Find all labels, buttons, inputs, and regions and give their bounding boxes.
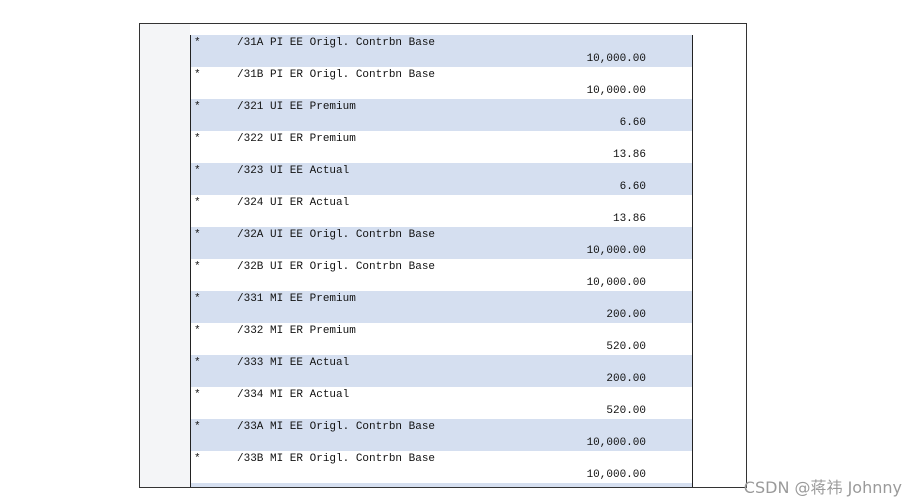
row-amount-line: 6.60: [191, 179, 692, 195]
row-label: /31A PI EE Origl. Contrbn Base: [237, 37, 436, 49]
row-marker: *: [194, 37, 201, 49]
row-marker: *: [194, 325, 201, 337]
row-label: /332 MI ER Premium: [237, 325, 356, 337]
row-label: /32A UI EE Origl. Contrbn Base: [237, 229, 436, 241]
report-list: * /31A PI EE Origl. Contrbn Base 10,000.00…: [190, 35, 693, 487]
row-amount-line: 10,000.00: [191, 51, 692, 67]
row-label: /331 MI EE Premium: [237, 293, 356, 305]
row-amount: 6.60: [619, 181, 646, 193]
row-amount: 6.60: [619, 117, 646, 129]
row-marker: *: [194, 69, 201, 81]
row-marker: *: [194, 165, 201, 177]
row-marker: *: [194, 421, 201, 433]
row-label: /32B UI ER Origl. Contrbn Base: [237, 261, 436, 273]
row-marker: *: [194, 293, 201, 305]
row-amount-line: 13.86: [191, 147, 692, 163]
row-amount-line: 10,000.00: [191, 275, 692, 291]
row-label: /323 UI EE Actual: [237, 165, 350, 177]
row-marker: *: [194, 229, 201, 241]
watermark: CSDN @蒋祎 Johnny: [743, 478, 902, 497]
row-header: * /32B UI ER Origl. Contrbn Base: [191, 259, 692, 275]
gutter: [140, 24, 190, 487]
row-marker: *: [194, 357, 201, 369]
row-amount: 520.00: [606, 341, 646, 353]
row-marker: *: [194, 101, 201, 113]
row-header: * /31A PI EE Origl. Contrbn Base: [191, 35, 692, 51]
row-marker: *: [194, 197, 201, 209]
row-label: /31B PI ER Origl. Contrbn Base: [237, 69, 436, 81]
row-amount: 13.86: [612, 149, 646, 161]
row-marker: *: [194, 389, 201, 401]
row-amount-line: 10,000.00: [191, 83, 692, 99]
row-label: /322 UI ER Premium: [237, 133, 356, 145]
row-header: * /322 UI ER Premium: [191, 131, 692, 147]
row-label: /33B MI ER Origl. Contrbn Base: [237, 453, 436, 465]
row-amount: 10,000.00: [586, 53, 646, 65]
row-label: /324 UI ER Actual: [237, 197, 350, 209]
row-amount: 200.00: [606, 309, 646, 321]
row-header: * /31B PI ER Origl. Contrbn Base: [191, 67, 692, 83]
row-marker: *: [194, 261, 201, 273]
row-label: /334 MI ER Actual: [237, 389, 350, 401]
row-amount: 10,000.00: [586, 469, 646, 481]
row-header: * /333 MI EE Actual: [191, 355, 692, 371]
row-header: * /33B MI ER Origl. Contrbn Base: [191, 451, 692, 467]
row-amount: 10,000.00: [586, 437, 646, 449]
row-amount-line: 10,000.00: [191, 243, 692, 259]
row-amount: 10,000.00: [586, 85, 646, 97]
row-amount: 10,000.00: [586, 245, 646, 257]
row-header: * /334 MI ER Actual: [191, 387, 692, 403]
report-frame: * /31A PI EE Origl. Contrbn Base 10,000.00…: [139, 23, 747, 488]
row-header: * /332 MI ER Premium: [191, 323, 692, 339]
row-header: * /323 UI EE Actual: [191, 163, 692, 179]
row-amount-line: 520.00: [191, 339, 692, 355]
row-amount: 10,000.00: [586, 277, 646, 289]
row-label: /33A MI EE Origl. Contrbn Base: [237, 421, 436, 433]
row-label: /333 MI EE Actual: [237, 357, 350, 369]
row-amount: 200.00: [606, 373, 646, 385]
row-amount-line: 520.00: [191, 403, 692, 419]
row-header: * /321 UI EE Premium: [191, 99, 692, 115]
row-partial: [191, 483, 692, 487]
row-label: /321 UI EE Premium: [237, 101, 356, 113]
row-amount-line: 6.60: [191, 115, 692, 131]
row-amount-line: 10,000.00: [191, 467, 692, 483]
row-marker: *: [194, 133, 201, 145]
row-amount-line: 200.00: [191, 307, 692, 323]
row-marker: *: [194, 453, 201, 465]
row-amount-line: 10,000.00: [191, 435, 692, 451]
row-header: * /32A UI EE Origl. Contrbn Base: [191, 227, 692, 243]
row-amount-line: 13.86: [191, 211, 692, 227]
row-amount: 13.86: [612, 213, 646, 225]
row-amount: 520.00: [606, 405, 646, 417]
row-header: * /33A MI EE Origl. Contrbn Base: [191, 419, 692, 435]
row-header: * /331 MI EE Premium: [191, 291, 692, 307]
row-header: * /324 UI ER Actual: [191, 195, 692, 211]
row-amount-line: 200.00: [191, 371, 692, 387]
